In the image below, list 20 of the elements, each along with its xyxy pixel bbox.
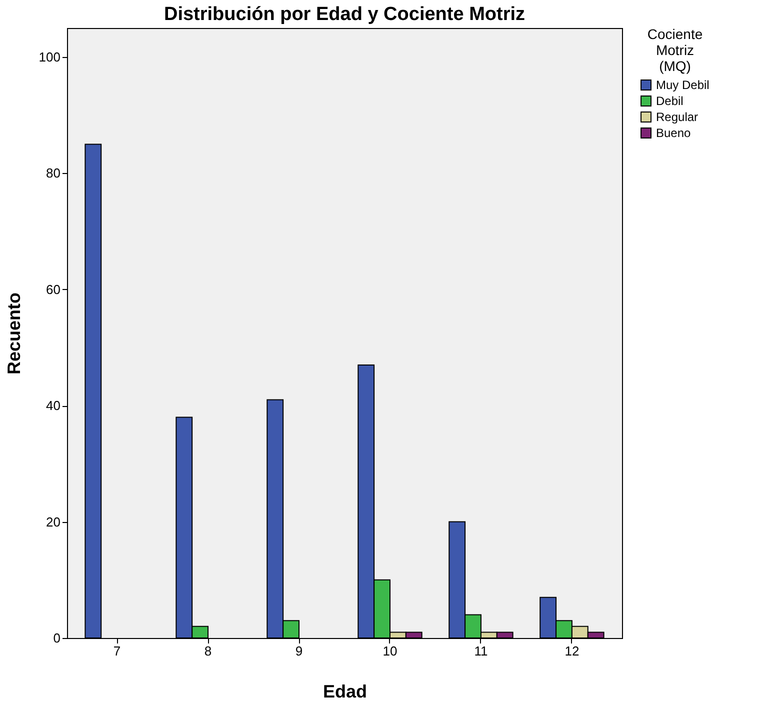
x-tick-label: 9 (295, 644, 303, 658)
y-tick-label: 0 (53, 630, 60, 646)
legend-label: Muy Debil (656, 78, 710, 92)
y-tick-label: 100 (38, 50, 60, 65)
y-axis-title: Recuento (4, 292, 24, 375)
y-tick-label: 20 (46, 514, 60, 530)
legend-label: Debil (656, 94, 684, 108)
x-tick-label: 12 (564, 644, 580, 658)
y-tick-label: 80 (46, 166, 60, 181)
legend-label: Regular (656, 110, 698, 124)
x-tick-label: 8 (204, 644, 212, 658)
y-tick-label: 40 (46, 398, 60, 414)
x-axis-title: Edad (322, 682, 368, 702)
chart-title: Distribución por Edad y Cociente Motriz (164, 4, 526, 25)
x-tick-label: 11 (474, 644, 488, 658)
legend-title: Cociente Motriz (MQ) (647, 26, 703, 74)
x-tick-label: 10 (382, 644, 398, 658)
legend-label: Bueno (656, 126, 692, 140)
y-tick-label: 60 (46, 282, 60, 297)
x-tick-label: 7 (113, 644, 121, 658)
